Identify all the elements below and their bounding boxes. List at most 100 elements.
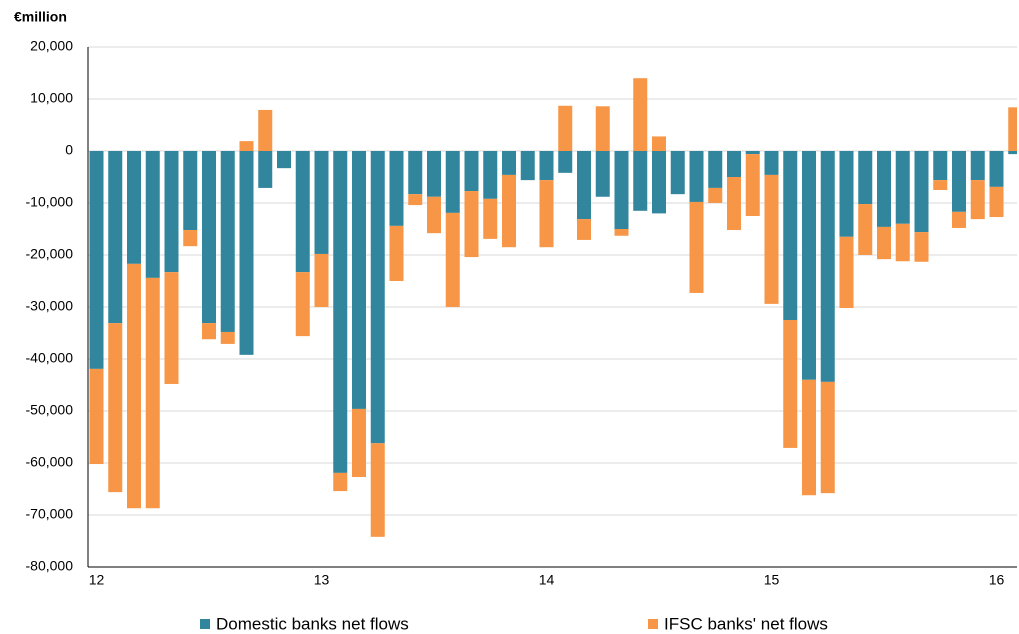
bar-segment [652, 136, 666, 151]
bar-segment [708, 187, 723, 203]
bar-segment [483, 151, 498, 199]
y-tick-label: 20,000 [30, 38, 73, 54]
bar-segment [370, 443, 385, 537]
y-tick-label: -80,000 [26, 558, 74, 574]
bar-segment [989, 186, 1004, 218]
bar-segment [183, 151, 198, 231]
bar-segment [745, 151, 760, 155]
bar-segment [558, 105, 573, 151]
bar-segment [839, 236, 854, 309]
bar-segment [539, 151, 554, 181]
bar-segment [633, 151, 648, 211]
bar-segment [502, 174, 516, 248]
bars [89, 78, 1017, 537]
bar-segment [914, 151, 929, 233]
bar-segment [820, 151, 835, 382]
bar-segment [483, 198, 498, 239]
bar-segment [427, 151, 441, 197]
bar-segment [858, 151, 873, 205]
y-tick-label: -20,000 [26, 246, 74, 262]
bar-segment [877, 226, 891, 260]
bar-segment [952, 211, 966, 228]
y-tick-label: -60,000 [26, 454, 74, 470]
bar-segment [389, 225, 404, 281]
bar-segment [895, 223, 910, 262]
bar-segment [839, 151, 854, 237]
bar-segment [464, 191, 479, 258]
bar-segment [989, 151, 1004, 187]
legend-label: Domestic banks net flows [216, 614, 409, 633]
bar-segment [239, 141, 254, 151]
bar-segment [539, 180, 554, 248]
bar-segment [89, 368, 104, 465]
bar-segment [89, 151, 104, 369]
y-tick-label: -30,000 [26, 298, 74, 314]
bar-segment [614, 151, 629, 229]
bar-segment [558, 151, 573, 173]
bar-segment [764, 151, 779, 175]
bar-segment [595, 151, 610, 197]
bar-segment [783, 151, 798, 320]
y-tick-label: -10,000 [26, 194, 74, 210]
bar-segment [764, 174, 779, 304]
bar-segment [727, 151, 741, 177]
bar-segment [802, 379, 816, 496]
bar-segment [577, 151, 591, 220]
bar-segment [202, 323, 216, 340]
y-tick-label: 0 [65, 142, 73, 158]
legend-label: IFSC banks' net flows [664, 614, 828, 633]
bar-segment [258, 109, 273, 151]
bar-segment [314, 253, 329, 307]
bar-segment [314, 151, 329, 254]
bar-segment [670, 151, 685, 195]
bar-segment [745, 154, 760, 216]
x-tick-label: 12 [89, 572, 105, 588]
bar-segment [445, 212, 460, 307]
bar-segment [914, 232, 929, 262]
bar-segment [164, 272, 179, 384]
bar-segment [389, 151, 404, 226]
bar-segment [708, 151, 723, 188]
bar-segment [858, 204, 873, 255]
bar-segment [652, 151, 666, 214]
bar-segment [108, 151, 123, 324]
bar-segment [520, 151, 535, 181]
bar-segment [295, 151, 310, 273]
bar-segment [970, 180, 985, 220]
bar-segment [614, 229, 629, 236]
bar-segment [689, 201, 704, 293]
x-tick-label: 16 [989, 572, 1005, 588]
bar-segment [352, 151, 366, 409]
bar-segment [295, 272, 310, 337]
x-tick-label: 15 [764, 572, 780, 588]
bar-segment [277, 151, 291, 169]
bar-segment [577, 219, 591, 240]
bar-segment [220, 151, 235, 332]
bar-segment [164, 151, 179, 273]
bar-segment [333, 472, 348, 492]
bar-segment [408, 151, 423, 195]
bar-segment [145, 151, 160, 278]
bar-segment [783, 320, 798, 448]
x-tick-label: 14 [539, 572, 555, 588]
bar-segment [727, 177, 741, 231]
bar-segment [502, 151, 516, 175]
bar-segment [970, 151, 985, 181]
bar-segment [239, 151, 254, 355]
bar-segment [1008, 151, 1017, 155]
bar-segment [127, 263, 141, 509]
legend-swatch [648, 619, 658, 629]
bar-segment [127, 151, 141, 264]
bar-segment [445, 151, 460, 213]
y-unit: €million [14, 9, 67, 25]
bar-segment [802, 151, 816, 380]
bar-segment [933, 180, 948, 190]
bar-segment [895, 151, 910, 224]
bar-segment [408, 194, 423, 206]
bar-segment [820, 381, 835, 494]
bar-segment [427, 196, 441, 234]
axes: -80,000 -70,000 -60,000 -50,000 -40,000 -30,0… [26, 38, 1017, 588]
bar-segment [689, 151, 704, 202]
bar-segment [352, 408, 366, 478]
